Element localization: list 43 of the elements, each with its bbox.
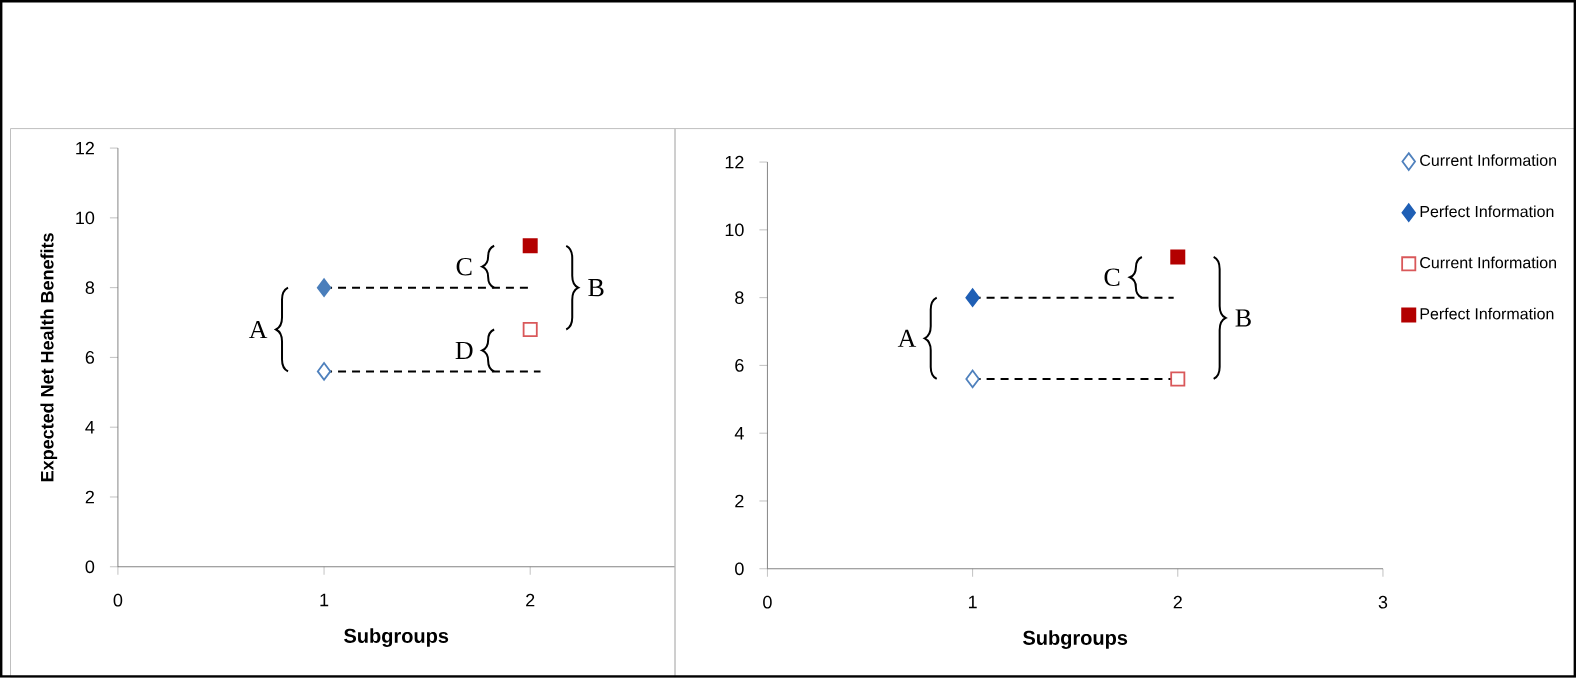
point xyxy=(522,322,538,338)
point xyxy=(1170,249,1186,265)
x-tick-label: 0 xyxy=(763,595,772,609)
annotation: B xyxy=(588,279,604,297)
legend-label: Perfect Information xyxy=(1420,307,1554,320)
y-tick-label: 2 xyxy=(85,490,94,504)
legend-label: Current Information xyxy=(1420,256,1557,269)
y-tick-label: 10 xyxy=(76,211,95,225)
y-tick-label: 6 xyxy=(85,351,95,364)
y-tick-label: 10 xyxy=(725,223,744,237)
annotation: D xyxy=(455,342,473,360)
y-axis-title: Expected Net Health Benefits xyxy=(40,233,58,482)
x-tick-label: 3 xyxy=(1378,595,1388,609)
y-tick-label: 8 xyxy=(85,281,95,295)
point xyxy=(316,362,332,381)
x-tick-label: 1 xyxy=(968,595,977,609)
annotation: C xyxy=(456,258,472,276)
x-tick-label: 2 xyxy=(1173,595,1182,609)
x-axis-title: Subgroups xyxy=(344,628,449,648)
y-tick-label: 12 xyxy=(76,141,94,155)
y-tick-label: 4 xyxy=(734,427,744,440)
point xyxy=(965,288,980,308)
y-tick-label: 12 xyxy=(725,155,744,169)
legend-label: Current Information xyxy=(1420,154,1557,167)
y-tick-label: 6 xyxy=(735,359,744,372)
y-tick-label: 4 xyxy=(85,421,95,434)
y-tick-label: 8 xyxy=(735,291,744,305)
x-tick-label: 1 xyxy=(320,593,329,607)
annotation: A xyxy=(248,321,268,339)
x-tick-label: 2 xyxy=(526,593,535,607)
point xyxy=(965,369,980,389)
x-axis-title: Subgroups xyxy=(1023,630,1128,650)
x-tick-label: 0 xyxy=(113,593,123,607)
point xyxy=(522,238,538,254)
annotation: A xyxy=(897,329,917,348)
point xyxy=(316,278,332,298)
y-tick-label: 0 xyxy=(735,562,744,576)
y-tick-label: 2 xyxy=(735,494,744,508)
annotation: B xyxy=(1235,309,1251,327)
annotation: C xyxy=(1104,268,1120,287)
y-tick-label: 0 xyxy=(85,560,95,574)
legend-label: Perfect Information xyxy=(1420,205,1554,218)
point xyxy=(1170,371,1186,387)
